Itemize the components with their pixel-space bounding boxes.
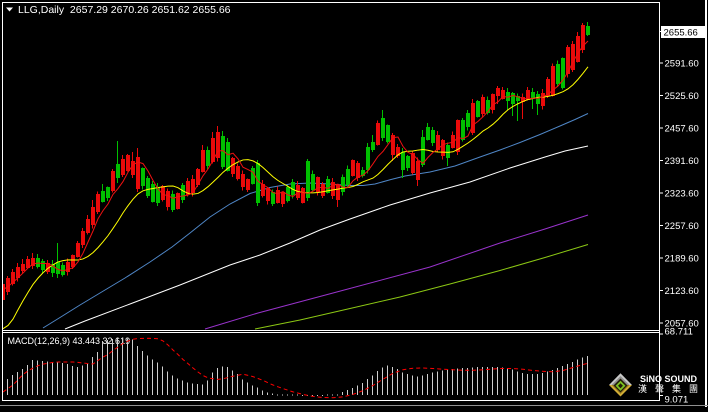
svg-text:SiNO SOUND: SiNO SOUND [640, 374, 698, 384]
svg-text:2591.60: 2591.60 [665, 59, 699, 70]
svg-text:2525.60: 2525.60 [665, 91, 699, 102]
svg-text:2123.60: 2123.60 [665, 286, 699, 297]
svg-text:LLG,Daily 2657.29 2670.26 265: LLG,Daily 2657.29 2670.26 2651.62 2655.6… [18, 4, 231, 16]
svg-text:2323.60: 2323.60 [665, 189, 699, 200]
svg-text:漢聲集團: 漢聲集團 [638, 383, 706, 394]
svg-text:2257.60: 2257.60 [665, 221, 699, 232]
svg-text:2457.60: 2457.60 [665, 124, 699, 135]
svg-text:9.071: 9.071 [665, 395, 689, 406]
svg-text:2655.66: 2655.66 [664, 28, 698, 39]
svg-text:2391.60: 2391.60 [665, 156, 699, 167]
svg-text:2189.60: 2189.60 [665, 254, 699, 265]
svg-text:2057.60: 2057.60 [665, 319, 699, 330]
svg-text:MACD(12,26,9) 43.443 32.619: MACD(12,26,9) 43.443 32.619 [8, 336, 131, 346]
svg-text:68.711: 68.711 [665, 327, 693, 338]
